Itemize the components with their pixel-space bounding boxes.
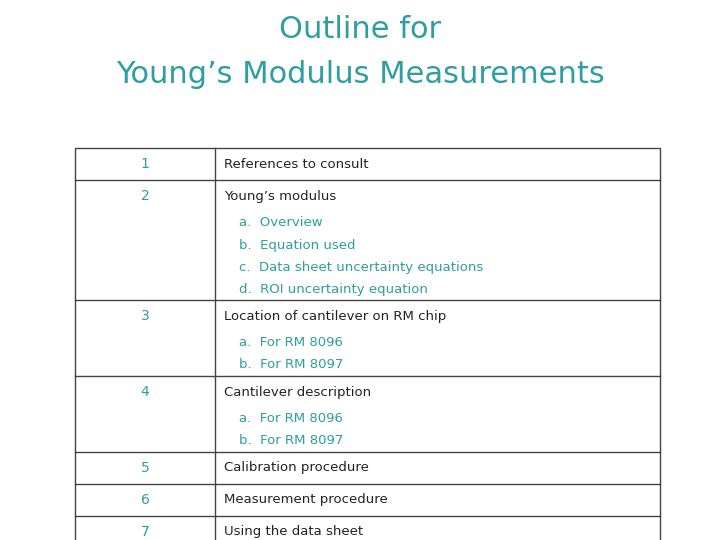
Text: b.  For RM 8097: b. For RM 8097 xyxy=(239,435,343,448)
Text: Cantilever description: Cantilever description xyxy=(224,386,371,399)
Text: 6: 6 xyxy=(140,493,150,507)
Text: 5: 5 xyxy=(140,461,149,475)
Text: b.  Equation used: b. Equation used xyxy=(239,239,356,252)
Text: a.  For RM 8096: a. For RM 8096 xyxy=(239,336,343,349)
Text: a.  For RM 8096: a. For RM 8096 xyxy=(239,413,343,426)
Text: Young’s Modulus Measurements: Young’s Modulus Measurements xyxy=(116,60,604,89)
Text: 1: 1 xyxy=(140,157,150,171)
Text: 7: 7 xyxy=(140,525,149,539)
Text: a.  Overview: a. Overview xyxy=(239,217,323,230)
Bar xyxy=(75,148,660,540)
Text: Outline for: Outline for xyxy=(279,15,441,44)
Text: Calibration procedure: Calibration procedure xyxy=(224,462,369,475)
Text: 3: 3 xyxy=(140,309,149,323)
Text: Young’s modulus: Young’s modulus xyxy=(224,190,336,203)
Text: Using the data sheet: Using the data sheet xyxy=(224,525,363,538)
Text: b.  For RM 8097: b. For RM 8097 xyxy=(239,359,343,372)
Text: 2: 2 xyxy=(140,189,149,203)
Text: d.  ROI uncertainty equation: d. ROI uncertainty equation xyxy=(239,282,428,295)
Text: Location of cantilever on RM chip: Location of cantilever on RM chip xyxy=(224,310,446,323)
Text: References to consult: References to consult xyxy=(224,158,369,171)
Text: 4: 4 xyxy=(140,385,149,399)
Text: c.  Data sheet uncertainty equations: c. Data sheet uncertainty equations xyxy=(239,260,483,273)
Text: Measurement procedure: Measurement procedure xyxy=(224,494,388,507)
